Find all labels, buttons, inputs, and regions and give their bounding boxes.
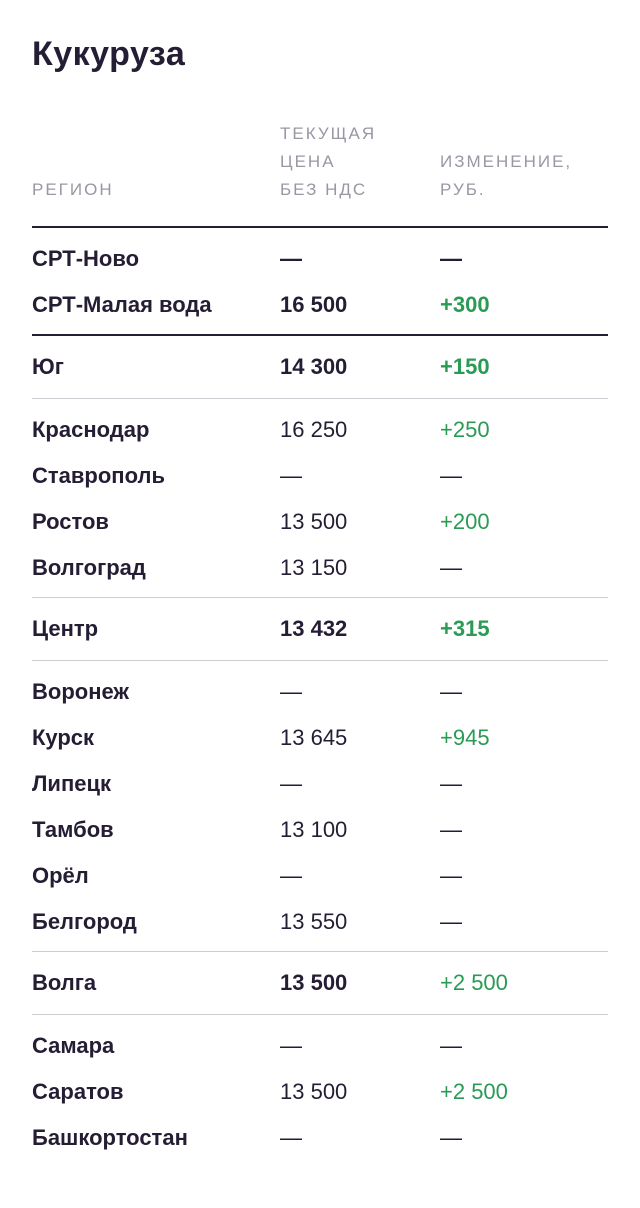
table-row-region-total: Волга 13 500 +2 500 [32, 951, 608, 1014]
page-title: Кукуруза [32, 35, 186, 73]
table-row-region-total: Центр 13 432 +315 [32, 597, 608, 660]
price-cell: — [280, 1033, 302, 1058]
change-cell: — [440, 771, 462, 796]
price-cell: — [280, 246, 302, 271]
region-cell: Волга [32, 970, 97, 995]
header-region: РЕГИОН [32, 180, 114, 199]
region-cell: Ростов [32, 509, 109, 534]
region-cell: Курск [32, 725, 95, 750]
region-cell: Волгоград [32, 555, 146, 580]
price-cell: 13 150 [280, 555, 348, 580]
table-row: Липецк — — [32, 761, 608, 807]
header-price: ТЕКУЩАЯ ЦЕНА БЕЗ НДС [280, 124, 377, 199]
region-cell: СРТ-Ново [32, 246, 140, 271]
region-cell: СРТ-Малая вода [32, 292, 212, 317]
price-cell: 14 300 [280, 354, 348, 379]
table-row-region-total: Юг 14 300 +150 [32, 334, 608, 398]
region-cell: Липецк [32, 771, 112, 796]
price-cell: — [280, 771, 302, 796]
change-cell: +200 [440, 509, 490, 534]
region-cell: Воронеж [32, 679, 130, 704]
region-cell: Орёл [32, 863, 89, 888]
table-row: Саратов 13 500 +2 500 [32, 1069, 608, 1115]
price-cell: — [280, 863, 302, 888]
region-cell: Центр [32, 616, 99, 641]
change-cell: +315 [440, 616, 490, 641]
change-cell: — [440, 863, 462, 888]
change-cell: — [440, 909, 462, 934]
price-cell: 13 550 [280, 909, 348, 934]
price-cell: 16 250 [280, 417, 348, 442]
change-cell: +945 [440, 725, 490, 750]
table-row: Курск 13 645 +945 [32, 715, 608, 761]
price-cell: — [280, 1125, 302, 1150]
change-cell: +250 [440, 417, 490, 442]
change-cell: +2 500 [440, 1079, 508, 1104]
price-cell: 13 500 [280, 970, 348, 995]
region-cell: Самара [32, 1033, 115, 1058]
price-cell: 13 100 [280, 817, 348, 842]
table-row: Краснодар 16 250 +250 [32, 398, 608, 453]
price-cell: 13 500 [280, 1079, 348, 1104]
table-row: Башкортостан — — [32, 1115, 608, 1161]
price-cell: — [280, 679, 302, 704]
change-cell: — [440, 1033, 462, 1058]
change-cell: — [440, 246, 462, 271]
table-row: Ростов 13 500 +200 [32, 499, 608, 545]
change-cell: — [440, 463, 462, 488]
change-cell: — [440, 679, 462, 704]
table-header: РЕГИОН ТЕКУЩАЯ ЦЕНА БЕЗ НДС ИЗМЕНЕНИЕ, Р… [32, 120, 608, 228]
table-row: СРТ-Малая вода 16 500 +300 [32, 282, 608, 328]
header-change: ИЗМЕНЕНИЕ, РУБ. [440, 152, 573, 199]
table-row: Орёл — — [32, 853, 608, 899]
table-row: Самара — — [32, 1014, 608, 1069]
table-row: Тамбов 13 100 — [32, 807, 608, 853]
price-table: СРТ-Ново — — СРТ-Малая вода 16 500 +300 … [32, 236, 608, 1161]
table-row: Воронеж — — [32, 660, 608, 715]
change-cell: — [440, 555, 462, 580]
table-row: Волгоград 13 150 — [32, 545, 608, 591]
price-cell: 16 500 [280, 292, 348, 317]
price-cell: 13 432 [280, 616, 348, 641]
region-cell: Башкортостан [32, 1125, 188, 1150]
price-cell: 13 500 [280, 509, 348, 534]
region-cell: Краснодар [32, 417, 150, 442]
change-cell: +2 500 [440, 970, 508, 995]
region-cell: Тамбов [32, 817, 114, 842]
table-row: Ставрополь — — [32, 453, 608, 499]
price-cell: — [280, 463, 302, 488]
region-cell: Белгород [32, 909, 137, 934]
change-cell: — [440, 817, 462, 842]
table-row: СРТ-Ново — — [32, 236, 608, 282]
change-cell: +150 [440, 354, 490, 379]
table-row: Белгород 13 550 — [32, 899, 608, 945]
change-cell: +300 [440, 292, 490, 317]
price-cell: 13 645 [280, 725, 348, 750]
region-cell: Саратов [32, 1079, 124, 1104]
region-cell: Ставрополь [32, 463, 165, 488]
region-cell: Юг [32, 354, 64, 379]
change-cell: — [440, 1125, 462, 1150]
